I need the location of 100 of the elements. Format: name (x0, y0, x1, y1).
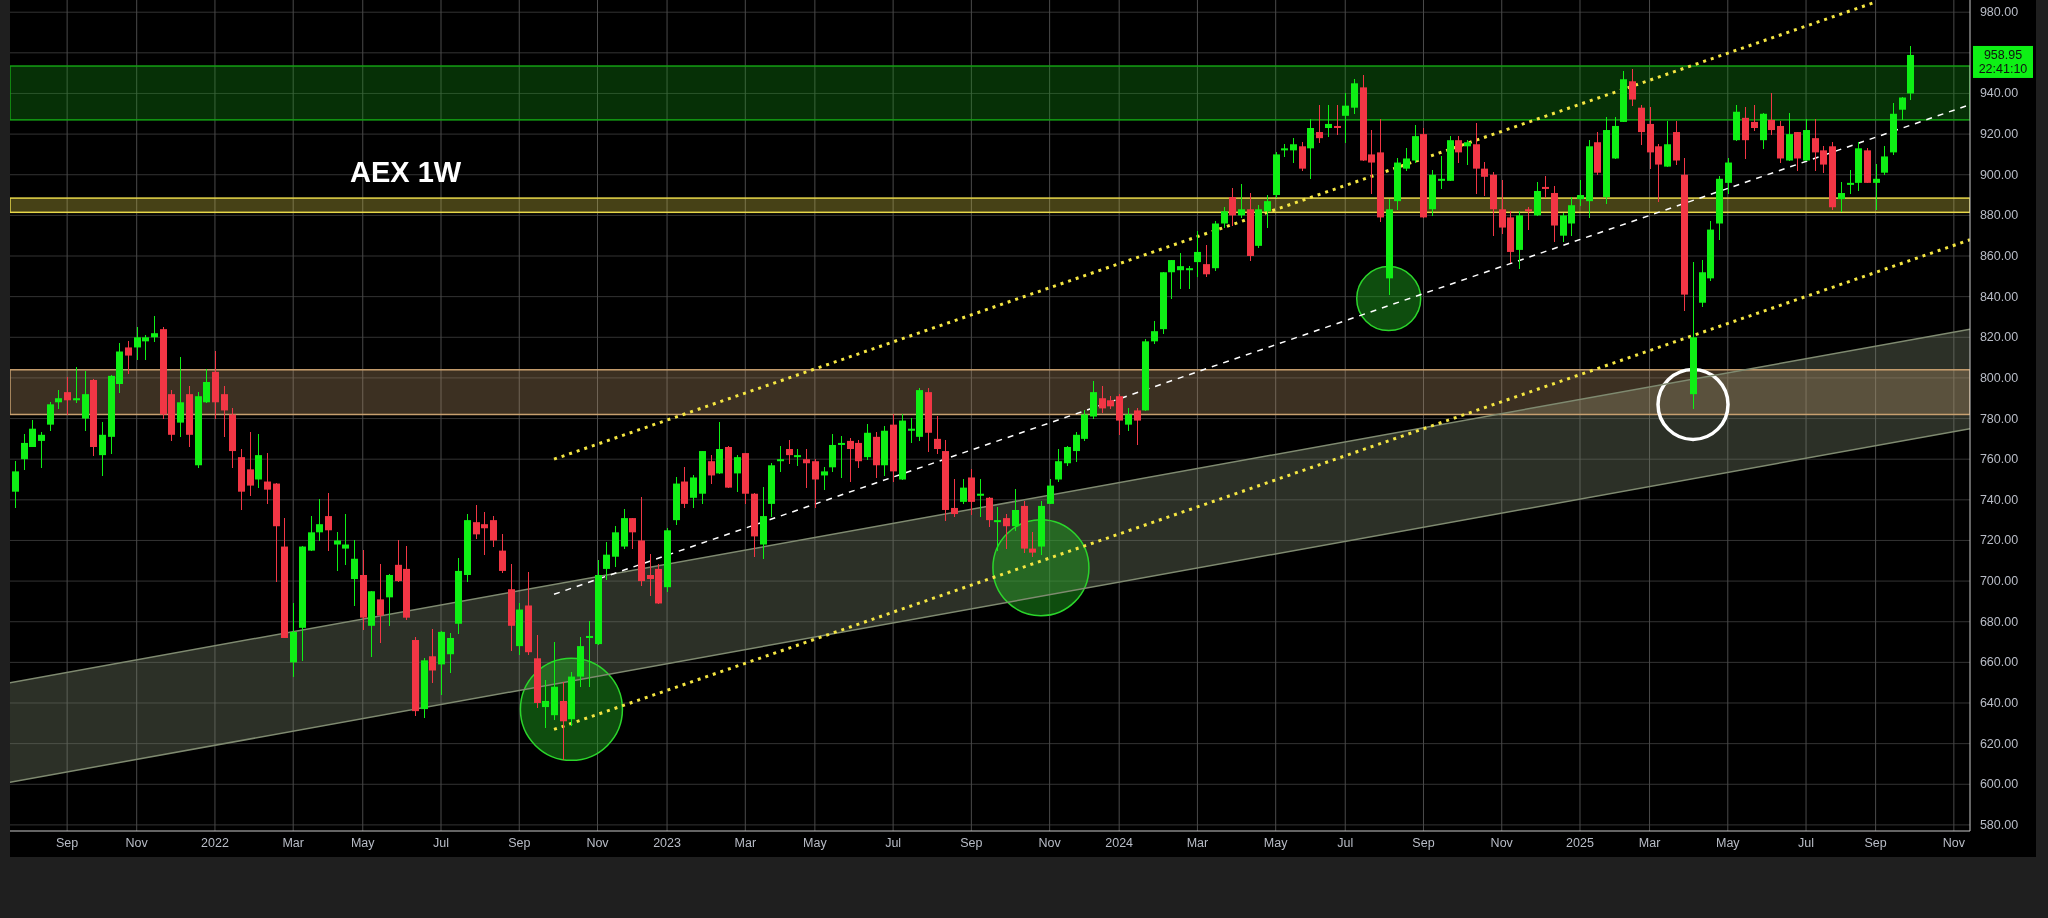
candlestick (325, 493, 332, 552)
y-tick-label: 700.00 (1979, 574, 2019, 589)
candlestick (1134, 407, 1141, 446)
y-tick-label: 620.00 (1979, 736, 2019, 751)
y-tick-label: 840.00 (1979, 289, 2019, 304)
y-tick-label: 800.00 (1979, 370, 2019, 385)
y-tick-label: 780.00 (1979, 411, 2019, 426)
candlestick (681, 466, 688, 509)
y-tick-label: 740.00 (1979, 492, 2019, 507)
candlestick (1003, 513, 1010, 550)
candlestick (1325, 105, 1332, 137)
candlestick (1455, 135, 1462, 164)
x-tick-label: Nov (1490, 836, 1514, 850)
candlestick (1125, 407, 1132, 432)
candlestick (603, 541, 610, 580)
x-tick-label: May (350, 836, 376, 850)
candlestick (221, 385, 228, 438)
candlestick (1438, 155, 1445, 190)
candlestick (1012, 489, 1019, 531)
candlestick (1838, 182, 1845, 212)
candlestick (690, 474, 697, 509)
candlestick (1464, 139, 1471, 166)
candlestick (177, 357, 184, 438)
candlestick (1290, 137, 1297, 164)
y-tick-label: 900.00 (1979, 167, 2019, 182)
x-tick-label: 2025 (1566, 836, 1594, 850)
x-tick-label: 2023 (653, 836, 682, 850)
candlestick (334, 531, 341, 572)
candlestick (1064, 446, 1071, 466)
x-tick-label: Mar (734, 836, 757, 850)
candlestick (247, 432, 254, 497)
text: 22:41:10 (1978, 61, 2028, 76)
y-tick-label: 940.00 (1979, 86, 2019, 101)
candlestick (316, 499, 323, 541)
candlestick (1664, 121, 1671, 168)
candlestick (12, 460, 19, 509)
x-tick-label: Sep (960, 836, 983, 850)
candlestick (960, 479, 967, 505)
x-tick-label: Mar (1186, 836, 1209, 850)
candlestick (1264, 194, 1271, 229)
y-tick-label: 680.00 (1979, 614, 2019, 629)
candlestick (821, 466, 828, 491)
y-tick-label: 640.00 (1979, 696, 2019, 710)
candlestick (1742, 107, 1749, 159)
candlestick (1194, 231, 1201, 277)
candlestick (1525, 206, 1532, 231)
candlestick (1768, 92, 1775, 135)
candlestick (734, 454, 741, 493)
text: AEX 1W (350, 156, 462, 188)
candlestick (447, 633, 454, 674)
candlestick (1873, 164, 1880, 210)
candlestick (777, 446, 784, 472)
candlestick (308, 515, 315, 552)
candlestick (1047, 479, 1054, 505)
x-tick-label: Nov (1942, 836, 1966, 850)
candlestick (342, 513, 349, 566)
candlestick (994, 507, 1001, 552)
candlestick (1403, 147, 1410, 172)
x-tick-label: Sep (1412, 836, 1435, 850)
candlestick (1229, 188, 1236, 227)
candlestick (499, 533, 506, 574)
candlestick (838, 436, 845, 478)
candlestick (55, 389, 62, 409)
x-tick-label: 2024 (1105, 836, 1134, 850)
x-tick-label: Jul (1337, 836, 1354, 850)
candlestick (377, 564, 384, 643)
y-tick-label: 660.00 (1979, 655, 2019, 670)
candlestick (1299, 141, 1306, 172)
candlestick (1177, 253, 1184, 290)
candlestick (829, 434, 836, 472)
candlestick (977, 479, 984, 517)
candlestick (151, 316, 158, 342)
candlestick (629, 517, 636, 550)
x-tick-label: Sep (508, 836, 531, 850)
x-tick-label: Mar (282, 836, 304, 850)
y-tick-label: 880.00 (1979, 208, 2019, 223)
candlestick (560, 682, 567, 761)
x-tick-label: Nov (125, 836, 149, 850)
candlestick (1186, 265, 1193, 290)
y-tick-label: 760.00 (1979, 452, 2019, 467)
candlestick (1577, 180, 1584, 206)
y-tick-label: 860.00 (1979, 249, 2019, 263)
candlestick (1316, 105, 1323, 143)
candlestick (542, 680, 549, 728)
y-tick-label: 720.00 (1979, 533, 2019, 548)
x-tick-label: Mar (1638, 836, 1661, 850)
candlestick (1151, 320, 1158, 344)
y-tick-label: 820.00 (1979, 330, 2019, 345)
x-tick-label: Nov (1038, 836, 1062, 850)
candlestick (351, 539, 358, 606)
candlestick (264, 452, 271, 505)
x-tick-label: 2022 (201, 836, 229, 850)
candlestick (794, 448, 801, 466)
candlestick (73, 367, 80, 403)
candlestick (1725, 157, 1732, 194)
x-tick-label: Jul (433, 836, 449, 850)
y-tick-label: 600.00 (1979, 777, 2019, 792)
candlestick (1281, 143, 1288, 157)
candlestick (1899, 97, 1906, 121)
candlestick (1629, 68, 1636, 107)
